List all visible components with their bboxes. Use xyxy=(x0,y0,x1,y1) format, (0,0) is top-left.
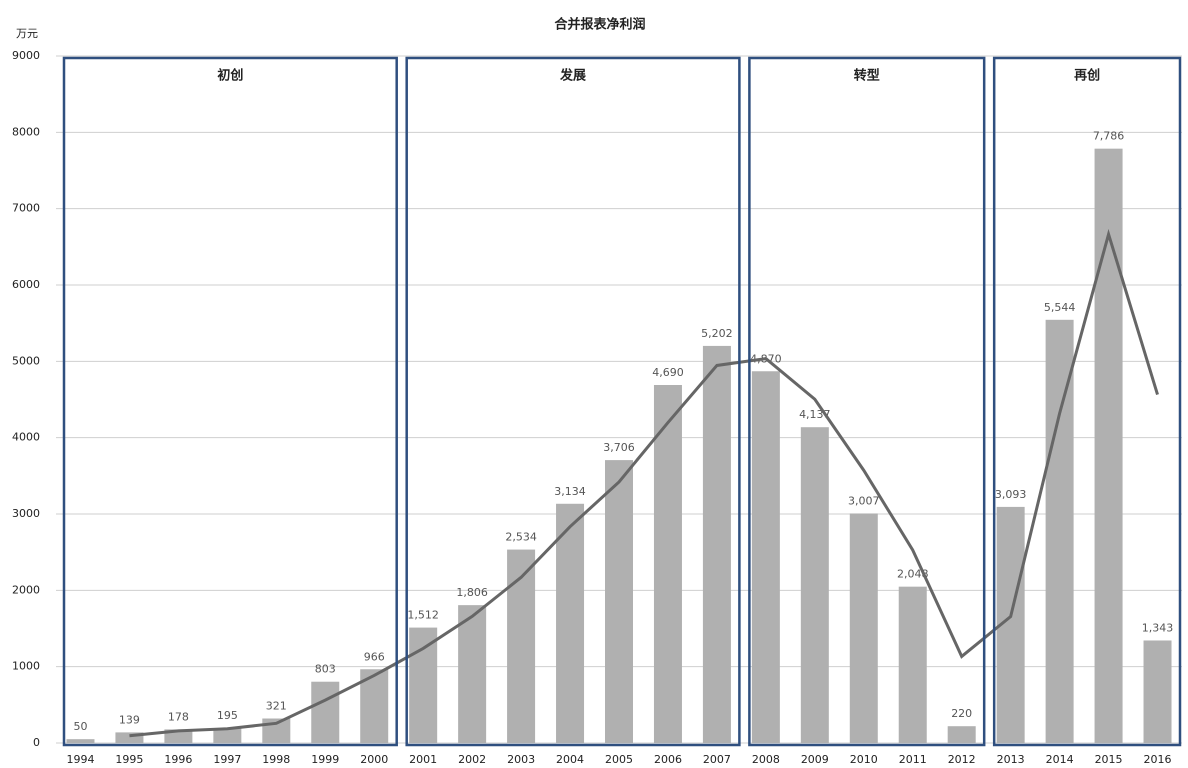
trend-line xyxy=(129,228,1159,738)
bar xyxy=(409,627,438,743)
value-label: 3,093 xyxy=(995,488,1027,501)
bar xyxy=(66,739,95,743)
bar xyxy=(751,371,780,743)
x-tick-label: 2011 xyxy=(899,753,927,766)
value-label: 178 xyxy=(168,710,189,723)
value-label: 1,343 xyxy=(1142,621,1174,634)
x-tick-label: 2015 xyxy=(1095,753,1123,766)
bar xyxy=(458,605,487,743)
phase-label: 发展 xyxy=(559,68,587,84)
y-tick-label: 7000 xyxy=(12,202,40,215)
phase-label: 再创 xyxy=(1074,68,1100,84)
y-tick-label: 1000 xyxy=(12,660,40,673)
value-label: 5,202 xyxy=(701,327,733,340)
bar xyxy=(898,586,927,743)
value-label: 1,512 xyxy=(407,609,439,622)
bar xyxy=(115,732,144,743)
x-tick-label: 2005 xyxy=(605,753,633,766)
x-tick-label: 1999 xyxy=(311,753,339,766)
x-tick-label: 2003 xyxy=(507,753,535,766)
bar xyxy=(800,427,829,743)
value-label: 7,786 xyxy=(1093,130,1125,143)
bar xyxy=(1143,640,1172,743)
x-tick-label: 1994 xyxy=(66,753,94,766)
x-tick-label: 2007 xyxy=(703,753,731,766)
x-tick-label: 2000 xyxy=(360,753,388,766)
phase-label: 初创 xyxy=(217,68,243,84)
y-axis-label: 万元 xyxy=(16,27,38,40)
x-tick-label: 2002 xyxy=(458,753,486,766)
value-label: 2,048 xyxy=(897,568,929,581)
value-label: 321 xyxy=(266,699,287,712)
x-tick-label: 1996 xyxy=(164,753,192,766)
value-label: 4,690 xyxy=(652,366,684,379)
value-label: 3,134 xyxy=(554,485,586,498)
y-tick-label: 5000 xyxy=(12,354,40,367)
value-label: 5,544 xyxy=(1044,301,1076,314)
x-tick-label: 2001 xyxy=(409,753,437,766)
y-tick-label: 0 xyxy=(33,736,40,749)
phase-box xyxy=(992,56,1182,747)
bar xyxy=(653,384,682,743)
x-tick-label: 2008 xyxy=(752,753,780,766)
bar xyxy=(1045,319,1074,743)
x-tick-label: 2016 xyxy=(1144,753,1172,766)
phase-box xyxy=(405,56,741,747)
x-tick-label: 2010 xyxy=(850,753,878,766)
value-label: 50 xyxy=(73,720,87,733)
chart-title: 合并报表净利润 xyxy=(554,17,645,33)
bar xyxy=(507,549,536,743)
phase-box xyxy=(748,56,986,747)
x-tick-label: 1998 xyxy=(262,753,290,766)
y-tick-label: 4000 xyxy=(12,431,40,444)
value-label: 1,806 xyxy=(456,586,488,599)
value-label: 3,007 xyxy=(848,494,880,507)
value-label: 803 xyxy=(315,663,336,676)
x-tick-label: 1997 xyxy=(213,753,241,766)
bar xyxy=(947,726,976,743)
y-tick-label: 8000 xyxy=(12,125,40,138)
y-tick-label: 9000 xyxy=(12,49,40,62)
bar xyxy=(702,345,731,743)
y-tick-label: 2000 xyxy=(12,583,40,596)
x-tick-label: 1995 xyxy=(115,753,143,766)
x-tick-label: 2014 xyxy=(1046,753,1074,766)
value-label: 966 xyxy=(364,650,385,663)
x-tick-label: 2009 xyxy=(801,753,829,766)
bar xyxy=(605,460,633,743)
value-label: 195 xyxy=(217,709,238,722)
y-tick-label: 6000 xyxy=(12,278,40,291)
x-tick-label: 2012 xyxy=(948,753,976,766)
value-label: 3,706 xyxy=(603,441,635,454)
x-tick-label: 2006 xyxy=(654,753,682,766)
bar xyxy=(213,728,242,743)
bar xyxy=(1094,148,1123,743)
bar xyxy=(849,513,878,743)
value-label: 2,534 xyxy=(505,531,537,544)
y-tick-label: 3000 xyxy=(12,507,40,520)
phase-box xyxy=(62,56,398,747)
value-label: 220 xyxy=(951,707,972,720)
bar xyxy=(311,681,340,743)
x-tick-label: 2004 xyxy=(556,753,584,766)
phase-label: 转型 xyxy=(854,68,880,84)
value-label: 139 xyxy=(119,713,140,726)
x-tick-label: 2013 xyxy=(997,753,1025,766)
bar xyxy=(556,503,585,743)
